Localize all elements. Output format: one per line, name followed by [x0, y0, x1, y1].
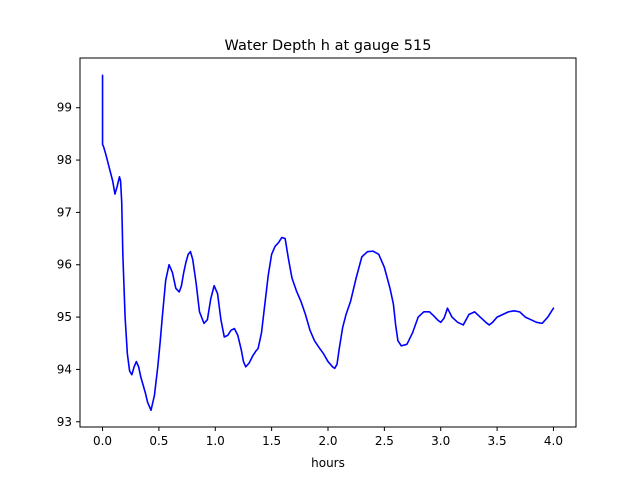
series-line-water-depth — [101, 74, 555, 412]
y-axis: 93 94 95 96 97 98 99 — [57, 101, 80, 429]
y-tick-label: 96 — [57, 258, 72, 272]
y-tick-label: 94 — [57, 362, 72, 376]
x-tick-label: 0.0 — [93, 434, 112, 448]
chart-title: Water Depth h at gauge 515 — [225, 38, 432, 54]
x-tick-label: 2.0 — [318, 434, 337, 448]
x-tick-label: 2.5 — [375, 434, 394, 448]
x-axis-label: hours — [311, 456, 345, 470]
x-axis: 0.0 0.5 1.0 1.5 2.0 2.5 3.0 3.5 4.0 — [93, 427, 563, 448]
x-tick-label: 0.5 — [149, 434, 168, 448]
y-tick-label: 99 — [57, 101, 72, 115]
y-tick-label: 95 — [57, 310, 72, 324]
x-tick-label: 1.0 — [206, 434, 225, 448]
y-tick-label: 98 — [57, 153, 72, 167]
x-tick-label: 4.0 — [544, 434, 563, 448]
x-tick-label: 1.5 — [262, 434, 281, 448]
x-tick-label: 3.0 — [431, 434, 450, 448]
x-tick-label: 3.5 — [488, 434, 507, 448]
y-tick-label: 97 — [57, 205, 72, 219]
plot-area: 0.0 0.5 1.0 1.5 2.0 2.5 3.0 3.5 4.0 93 94 95 96 97 98… — [57, 57, 577, 448]
y-tick-label: 93 — [57, 415, 72, 429]
plot-frame — [79, 57, 577, 428]
